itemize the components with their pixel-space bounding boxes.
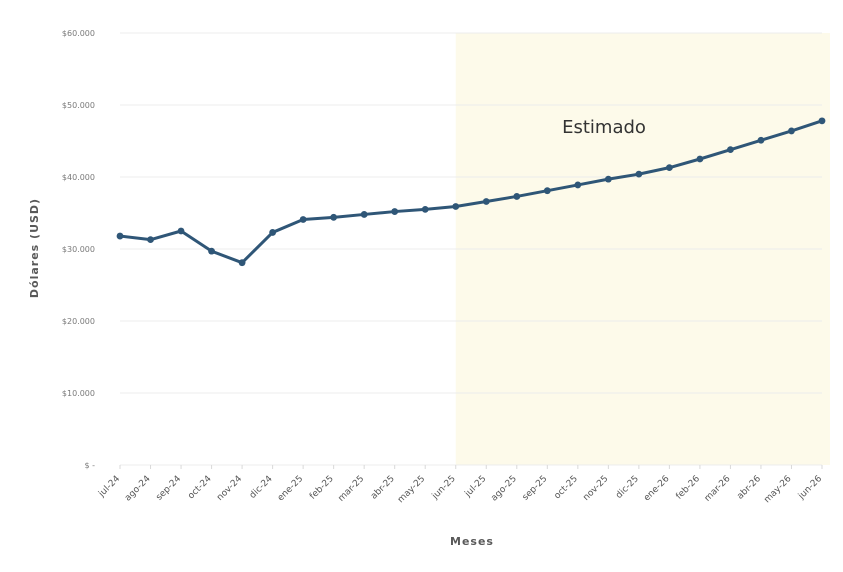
data-point [208,248,215,255]
x-tick-label: nov-24 [215,474,244,503]
x-tick-label: may-26 [762,474,793,505]
data-point [666,164,673,171]
data-point [147,236,154,243]
x-tick-label: oct-25 [553,474,580,501]
x-tick-label: may-25 [396,474,427,505]
data-point [330,214,337,221]
x-tick-label: dic-25 [614,474,641,501]
data-point [452,203,459,210]
y-axis-title: Dólares (USD) [28,198,41,298]
data-point [605,176,612,183]
data-point [727,146,734,153]
y-tick-label: $20.000 [62,317,95,326]
data-point [300,216,307,223]
x-tick-label: jul-24 [96,474,122,500]
x-axis-ticks: jul-24 ago-24 sep-24 oct-24 nov-24 dic-24 ene-… [96,465,824,505]
x-tick-label: ene-25 [276,474,305,503]
x-tick-label: ene-26 [642,474,672,504]
x-tick-label: abr-25 [369,474,397,502]
x-tick-label: feb-26 [674,474,702,502]
x-tick-label: oct-24 [186,474,214,502]
data-point [574,182,581,189]
x-tick-label: jun-26 [796,474,824,502]
x-tick-label: nov-25 [581,474,610,503]
data-point [544,187,551,194]
y-tick-label: $10.000 [62,389,95,398]
y-axis-ticks: $ - $10.000 $20.000 $30.000 $40.000 $50.000 $6… [62,29,95,470]
x-tick-label: ago-24 [123,474,153,504]
x-tick-label: dic-24 [248,474,275,501]
x-tick-label: mar-25 [337,474,367,504]
x-tick-label: mar-26 [703,474,733,504]
data-point [635,171,642,178]
data-point [483,198,490,205]
data-point [697,156,704,163]
data-point [178,228,185,235]
data-point [819,117,826,124]
data-point [513,193,520,200]
x-tick-label: feb-25 [308,474,336,502]
y-tick-label: $60.000 [62,29,95,38]
data-point [422,206,429,213]
estimate-label: Estimado [562,117,646,138]
y-tick-label: $40.000 [62,173,95,182]
data-point [391,208,398,215]
x-tick-label: abr-26 [735,474,763,502]
x-tick-label: ago-25 [489,474,518,503]
y-tick-label: $50.000 [62,101,95,110]
data-point [788,128,795,135]
y-tick-label: $30.000 [62,245,95,254]
data-point [239,259,246,266]
x-tick-label: sep-25 [521,474,550,503]
x-tick-label: jul-25 [463,474,489,500]
x-axis-title: Meses [450,535,494,548]
x-tick-label: sep-24 [154,474,183,503]
y-tick-label: $ - [84,461,95,470]
data-point [269,229,276,236]
data-point [758,137,765,144]
data-point [361,211,368,218]
data-point [117,233,124,240]
x-tick-label: jun-25 [430,474,458,502]
